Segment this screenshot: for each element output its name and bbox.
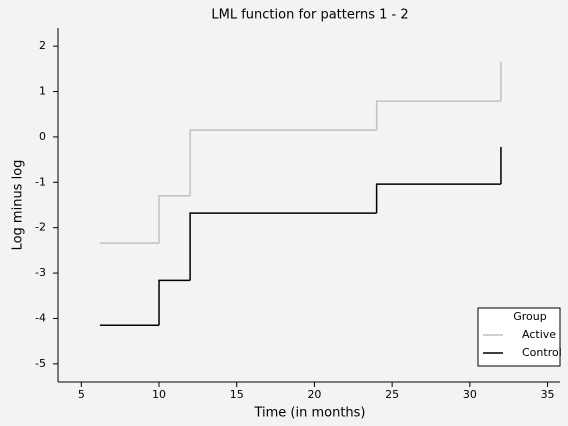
step-segment xyxy=(375,100,501,131)
y-tick-label: 1 xyxy=(39,85,46,98)
step-segment xyxy=(375,183,501,214)
x-tick-label: 5 xyxy=(78,388,85,401)
legend-box xyxy=(477,307,561,367)
y-tick-label: 0 xyxy=(39,130,46,143)
x-tick-label: 15 xyxy=(230,388,244,401)
step-segment xyxy=(158,195,191,244)
y-axis-label: Log minus log xyxy=(11,160,26,251)
legend-label: Active xyxy=(522,328,556,341)
chart-title: LML function for patterns 1 - 2 xyxy=(211,8,408,23)
y-tick-label: 2 xyxy=(39,39,46,52)
legend-label: Control xyxy=(522,346,562,359)
y-tick-label: -3 xyxy=(35,266,46,279)
step-segment xyxy=(189,129,377,196)
x-tick-label: 35 xyxy=(541,388,555,401)
x-tick-label: 25 xyxy=(385,388,399,401)
x-tick-label: 20 xyxy=(307,388,321,401)
legend-title: Group xyxy=(513,310,547,323)
x-tick-label: 30 xyxy=(463,388,477,401)
step-segment xyxy=(158,279,191,326)
y-tick-label: -4 xyxy=(35,311,46,324)
x-tick-label: 10 xyxy=(152,388,166,401)
y-tick-label: -1 xyxy=(35,175,46,188)
x-axis-label: Time (in months) xyxy=(253,406,365,421)
y-tick-label: -2 xyxy=(35,221,46,234)
step-segment xyxy=(189,212,377,281)
y-tick-label: -5 xyxy=(35,357,46,370)
